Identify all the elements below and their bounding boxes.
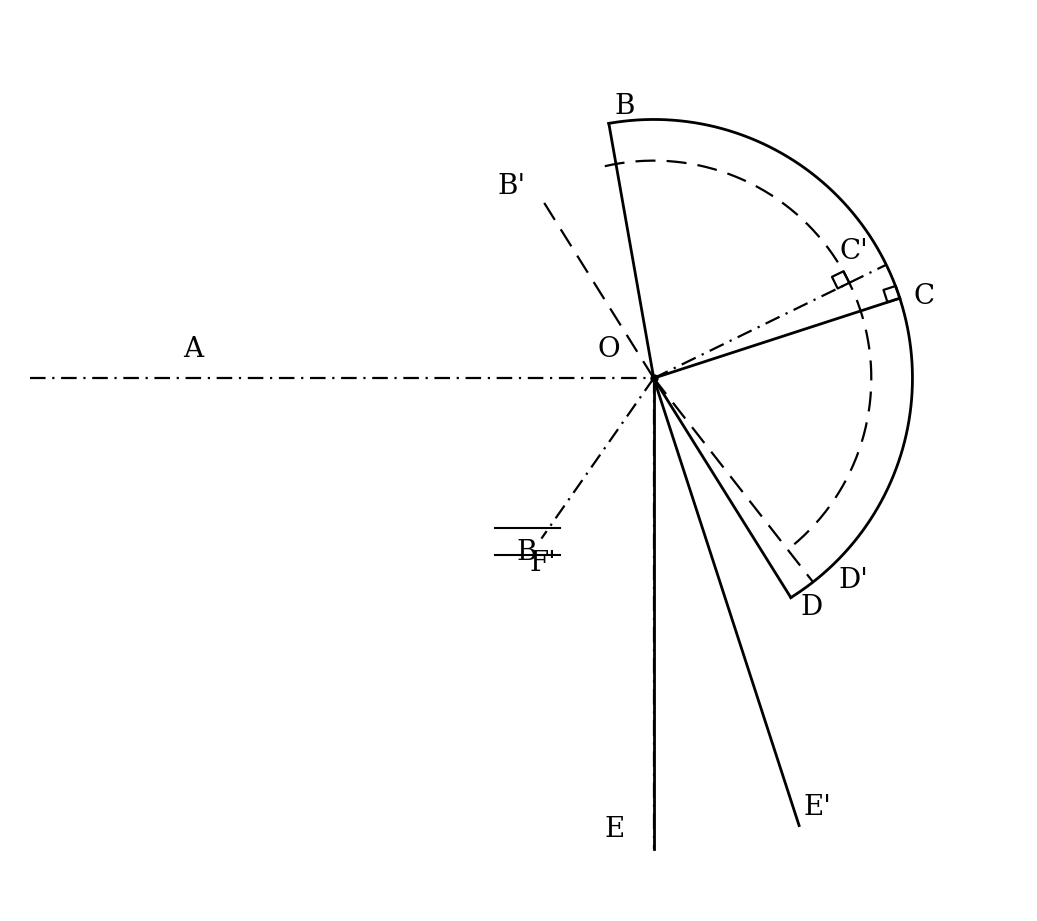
Text: F': F': [529, 550, 556, 577]
Text: B: B: [615, 93, 636, 120]
Text: D': D': [839, 567, 869, 594]
Text: E': E': [804, 794, 832, 821]
Text: B': B': [498, 172, 526, 200]
Text: O: O: [597, 336, 620, 363]
Text: D: D: [801, 594, 822, 622]
Text: A: A: [184, 336, 203, 363]
Text: E: E: [605, 816, 624, 843]
Text: C': C': [840, 239, 869, 265]
Text: B: B: [516, 540, 537, 566]
Text: C: C: [914, 283, 935, 310]
